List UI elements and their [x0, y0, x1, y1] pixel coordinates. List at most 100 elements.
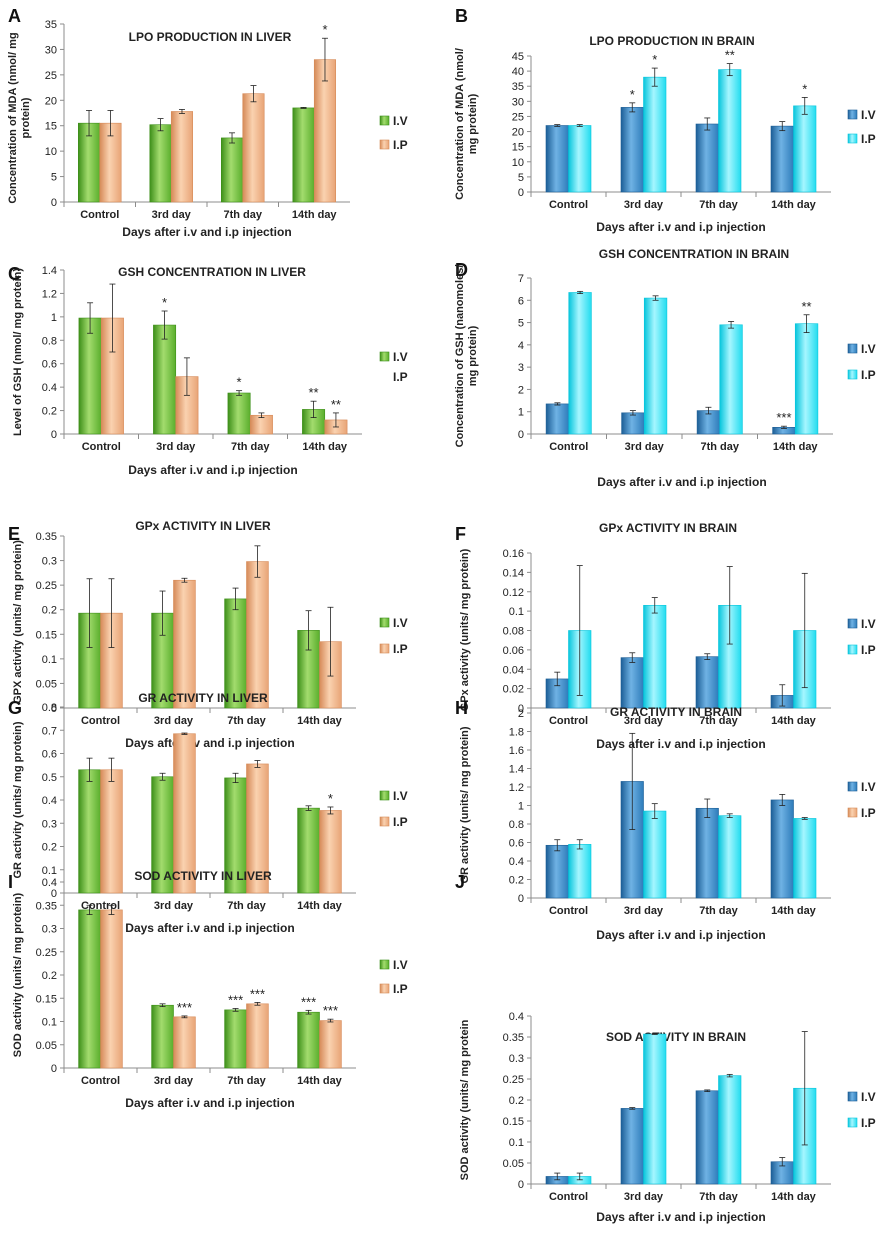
y-tick-label: 0 [518, 187, 524, 199]
significance-label: ** [725, 48, 735, 63]
y-tick-label: 10 [512, 157, 524, 169]
bar-ip-14th-day [319, 810, 342, 894]
legend-label: I.V [861, 617, 876, 631]
bar-iv-7th-day [221, 137, 244, 203]
chart-panel-f: F GPx ACTIVITY IN BRAIN 0 0.02 0.04 0.06 0.08 0… [455, 521, 876, 751]
legend-label: I.V [393, 350, 408, 364]
bar-ip-7th-day [246, 561, 269, 709]
x-axis-label: Days after i.v and i.p injection [125, 921, 294, 935]
bar-iv-14th-day [292, 107, 315, 203]
bar-ip-control [100, 909, 123, 1069]
x-tick-label: 3rd day [152, 209, 192, 221]
y-axis-label: Concentration of GSH (nanomoles/mg prote… [454, 265, 479, 448]
x-tick-label: 7th day [699, 905, 738, 917]
x-tick-label: 3rd day [154, 715, 194, 727]
legend-swatch [847, 618, 858, 629]
y-tick-label: 0.2 [42, 970, 57, 982]
y-tick-label: 1 [518, 801, 524, 813]
y-tick-label: 1.2 [509, 782, 524, 794]
bar-iv-control [78, 769, 101, 894]
legend-label: I.P [861, 1116, 876, 1130]
chart-panel-g: G GR ACTIVITY IN LIVER 0 0.1 0.2 0.3 0.4 0.5 0.6… [8, 691, 408, 935]
y-tick-label: 0.3 [42, 556, 57, 568]
bar-ip-3rd-day [643, 810, 667, 899]
y-axis-label-line: Concentration of MDA (nmol/ mg [7, 32, 19, 203]
bar-iv-control [78, 909, 101, 1069]
legend-label: I.P [861, 806, 876, 820]
x-axis-label: Days after i.v and i.p injection [122, 225, 291, 239]
y-tick-label: 7 [518, 273, 524, 285]
y-tick-label: 1.4 [42, 265, 57, 277]
x-tick-label: 3rd day [625, 441, 665, 453]
bar-iv-7th-day [224, 1009, 247, 1069]
y-tick-label: 35 [512, 81, 524, 93]
y-tick-label: 0.1 [509, 1137, 524, 1149]
y-tick-label: 0.4 [509, 856, 524, 868]
y-tick-label: 45 [512, 51, 524, 63]
x-tick-label: Control [549, 1191, 588, 1203]
legend-swatch [379, 617, 390, 628]
y-tick-label: 0.8 [42, 335, 57, 347]
x-tick-label: 3rd day [624, 199, 664, 211]
y-tick-label: 0.2 [509, 1095, 524, 1107]
y-tick-label: 15 [45, 121, 57, 133]
panel-label: J [455, 872, 465, 892]
legend-label: I.V [393, 789, 408, 803]
y-tick-label: 1 [51, 312, 57, 324]
x-tick-label: 7th day [227, 900, 266, 912]
y-tick-label: 0.5 [42, 772, 57, 784]
x-tick-label: 14th day [771, 199, 817, 211]
panel-label: A [8, 6, 21, 26]
legend-label: I.V [861, 108, 876, 122]
chart-title: GR ACTIVITY IN LIVER [138, 691, 268, 705]
bar-iv-3rd-day [620, 107, 644, 193]
bar-iv-14th-day [297, 807, 320, 894]
y-axis-label-line: SOD activity (units/ mg protein) [12, 892, 24, 1057]
y-axis-label-line: GR activity (units/ mg protein) [12, 721, 24, 878]
y-tick-label: 0.14 [503, 567, 524, 579]
chart-title: SOD ACTIVITY IN LIVER [134, 869, 272, 883]
legend-swatch [847, 109, 858, 120]
legend-swatch [847, 807, 858, 818]
y-tick-label: 0.2 [42, 406, 57, 418]
y-tick-label: 0.04 [503, 664, 524, 676]
x-axis-label: Days after i.v and i.p injection [125, 1096, 294, 1110]
legend-label: I.P [861, 132, 876, 146]
chart-panel-b: B LPO PRODUCTION IN BRAIN 0 5 10 15 20 25 30 35 40… [454, 6, 876, 234]
chart-panel-j: J SOD ACTIVITY IN BRAIN 0 0.05 0.1 0.15 0.2 0.2… [455, 872, 876, 1224]
x-tick-label: 3rd day [156, 441, 196, 453]
y-tick-label: 2 [518, 708, 524, 720]
x-tick-label: 7th day [223, 209, 262, 221]
y-tick-label: 20 [512, 127, 524, 139]
x-tick-label: Control [81, 1075, 120, 1087]
y-axis-label-line: mg protein) [467, 93, 479, 154]
y-tick-label: 35 [45, 19, 57, 31]
bar-ip-14th-day [794, 323, 819, 435]
x-tick-label: 14th day [302, 441, 348, 453]
legend-swatch [379, 983, 390, 994]
y-tick-label: 40 [512, 66, 524, 78]
bar-iv-control [78, 317, 102, 435]
significance-label: *** [228, 992, 243, 1007]
y-tick-label: 0.05 [36, 1040, 57, 1052]
y-axis-label-line: GR activity (units/ mg protein) [459, 726, 471, 883]
legend-label: I.P [861, 368, 876, 382]
y-axis-label: Concentration of MDA (nmol/mg protein) [454, 48, 479, 200]
y-tick-label: 1.4 [509, 764, 524, 776]
y-tick-label: 0.08 [503, 626, 524, 638]
legend-label: I.V [861, 780, 876, 794]
x-axis-label: Days after i.v and i.p injection [596, 220, 765, 234]
y-axis-label: GR activity (units/ mg protein) [12, 721, 24, 878]
bar-ip-control [568, 125, 592, 193]
chart-title: SOD ACTIVITY IN BRAIN [606, 1030, 746, 1044]
y-tick-label: 0 [51, 1063, 57, 1075]
y-axis-label-line: Concentration of MDA (nmol/ [454, 48, 466, 200]
y-tick-label: 0.8 [509, 819, 524, 831]
y-tick-label: 10 [45, 146, 57, 158]
y-axis-label: SOD activity (units/ mg protein) [12, 892, 24, 1057]
y-tick-label: 0.4 [509, 1011, 524, 1023]
y-tick-label: 0.35 [36, 531, 57, 543]
legend-swatch [847, 1117, 858, 1128]
y-tick-label: 0.4 [42, 382, 57, 394]
x-tick-label: Control [82, 441, 121, 453]
